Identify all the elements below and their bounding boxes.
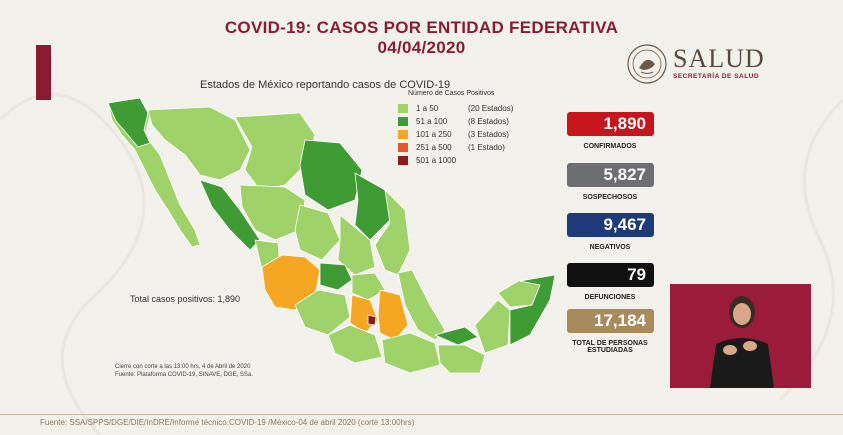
map-source-note: Fuente: Plataforma COVID-19, SINAVE, DGE… bbox=[115, 372, 253, 378]
map-state-durango bbox=[239, 184, 306, 241]
negative-value: 9,467 bbox=[567, 213, 654, 237]
map-state-zacatecas bbox=[294, 204, 341, 261]
map-state-coahuila bbox=[299, 139, 363, 211]
legend-swatch bbox=[398, 156, 408, 165]
cutoff-note: Cierre con corte a las 13:00 hrs, 4 de A… bbox=[115, 364, 251, 370]
map-state-cdmx bbox=[367, 314, 377, 326]
salud-logo-subtitle: SECRETARÍA DE SALUD bbox=[673, 73, 760, 80]
page-date: 04/04/2020 bbox=[377, 38, 466, 57]
map-title: Estados de México reportando casos de CO… bbox=[200, 79, 451, 91]
legend-range: 51 a 100 bbox=[416, 117, 448, 126]
map-state-queretaro-hidalgo bbox=[351, 272, 386, 301]
mexico-coat-of-arms-icon bbox=[627, 44, 667, 84]
salud-logo-text: SALUD bbox=[673, 44, 765, 73]
map-state-quintana-roo bbox=[509, 274, 556, 346]
deaths-label: DEFUNCIONES bbox=[584, 294, 636, 301]
confirmed-value: 1,890 bbox=[567, 112, 654, 136]
legend-item: 51 a 100 (8 Estados) bbox=[398, 115, 513, 128]
legend-count: (20 Estados) bbox=[468, 104, 514, 113]
map-state-chihuahua bbox=[234, 112, 316, 191]
legend-count: (1 Estado) bbox=[468, 143, 505, 152]
deaths-value: 79 bbox=[567, 263, 654, 287]
legend-heading: Número de Casos Positivos bbox=[408, 90, 495, 97]
map-state-nuevo-leon bbox=[354, 172, 391, 241]
map-legend: Número de Casos Positivos 1 a 50 (20 Esta… bbox=[398, 90, 513, 167]
mexico-map bbox=[107, 97, 556, 374]
map-state-guerrero bbox=[327, 324, 383, 364]
legend-count: (3 Estados) bbox=[468, 130, 509, 139]
legend-item: 251 a 500 (1 Estado) bbox=[398, 141, 513, 154]
legend-swatch bbox=[398, 143, 408, 152]
map-state-veracruz bbox=[397, 269, 446, 341]
legend-swatch bbox=[398, 130, 408, 139]
footer-source: Fuente: SSA/SPPS/DGE/DIE/InDRE/Informe t… bbox=[40, 418, 415, 427]
map-state-guanajuato bbox=[319, 262, 353, 291]
map-state bbox=[147, 106, 251, 181]
accent-bar bbox=[36, 45, 51, 100]
legend-range: 251 a 500 bbox=[416, 143, 452, 152]
footer-divider bbox=[0, 414, 843, 415]
map-state-baja-california bbox=[107, 97, 151, 148]
legend-item: 501 a 1000 bbox=[398, 154, 513, 167]
legend-item: 1 a 50 (20 Estados) bbox=[398, 102, 513, 115]
map-state-chiapas bbox=[437, 344, 486, 374]
legend-range: 1 a 50 bbox=[416, 104, 439, 113]
suspected-label: SOSPECHOSOS bbox=[582, 194, 638, 201]
negative-label: NEGATIVOS bbox=[589, 244, 631, 251]
map-state-michoacan bbox=[294, 289, 351, 336]
total-cases: Total casos positivos: 1,890 bbox=[130, 294, 241, 304]
legend-swatch bbox=[398, 104, 408, 113]
map-state-sinaloa bbox=[199, 179, 261, 251]
legend-range: 501 a 1000 bbox=[416, 156, 457, 165]
map-state-oaxaca bbox=[381, 332, 441, 374]
interpreter-figure-icon bbox=[710, 296, 774, 388]
sign-language-interpreter bbox=[670, 284, 811, 388]
page-title: COVID-19: CASOS POR ENTIDAD FEDERATIVA bbox=[224, 18, 619, 37]
confirmed-label: CONFIRMADOS bbox=[583, 143, 637, 150]
legend-item: 101 a 250 (3 Estados) bbox=[398, 128, 513, 141]
suspected-value: 5,827 bbox=[567, 163, 654, 187]
map-state-tabasco bbox=[434, 326, 479, 346]
legend-count: (8 Estados) bbox=[468, 117, 509, 126]
total-studied-label: TOTAL DE PERSONAS ESTUDIADAS bbox=[572, 340, 648, 354]
total-studied-value: 17,184 bbox=[567, 309, 654, 333]
legend-range: 101 a 250 bbox=[416, 130, 452, 139]
legend-swatch bbox=[398, 117, 408, 126]
map-state-campeche bbox=[474, 299, 511, 354]
map-state-tamaulipas bbox=[374, 189, 411, 276]
